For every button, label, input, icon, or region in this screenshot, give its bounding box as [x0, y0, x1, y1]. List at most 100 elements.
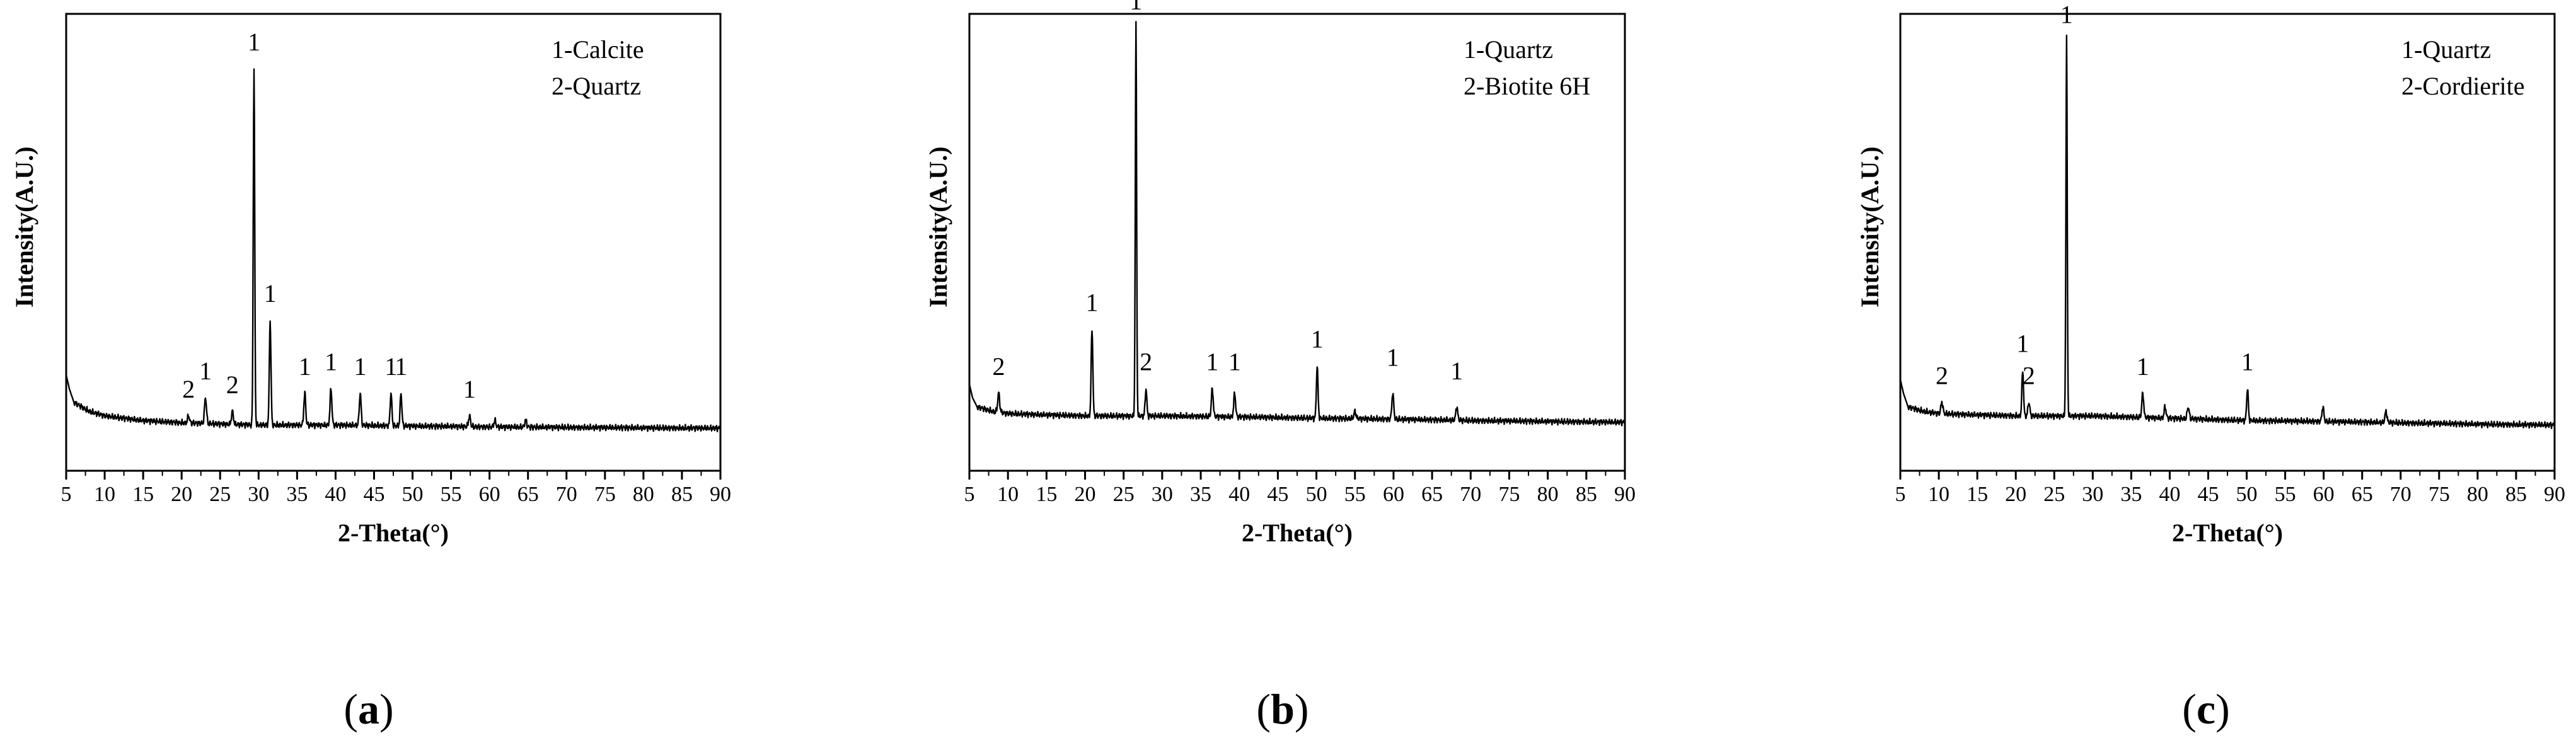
peak-annotation: 2 [2023, 361, 2035, 389]
x-tick-label: 30 [1152, 483, 1173, 506]
x-axis-title: 2-Theta(°) [2172, 519, 2283, 547]
x-tick-label: 50 [2236, 483, 2258, 506]
peak-annotation: 1 [384, 352, 397, 381]
spectrum-line [65, 68, 722, 432]
x-tick-label: 30 [2082, 483, 2103, 506]
x-tick-label: 35 [1190, 483, 1211, 506]
xrd-panel-c: 5 10 15 20 25 30 35 40 45 50 55 60 65 70 75 80 85 90 2-The… [1856, 1, 2565, 734]
x-tick-label: 40 [1228, 483, 1250, 506]
peak-annotation: 1 [1311, 325, 1324, 353]
panel-label: (a) [344, 685, 393, 733]
peak-annotation: 2 [1936, 361, 1948, 389]
x-tick-label: 10 [997, 483, 1019, 506]
y-axis-title: Intensity(A.U.) [924, 146, 952, 308]
x-tick-label: 80 [2467, 483, 2488, 506]
x-tick-label: 75 [594, 483, 616, 506]
peak-annotation: 1 [354, 352, 366, 381]
peak-annotation: 1 [1228, 348, 1241, 376]
x-tick-label: 75 [1498, 483, 1520, 506]
legend-entry: 1-Calcite [552, 35, 644, 64]
x-tick-label: 5 [61, 483, 72, 506]
x-tick-label: 50 [1306, 483, 1327, 506]
x-tick-label: 25 [209, 483, 231, 506]
x-tick-label: 15 [1967, 483, 1988, 506]
peak-annotation: 1 [248, 28, 260, 56]
peak-annotation: 1 [199, 357, 212, 385]
x-tick-label: 70 [556, 483, 577, 506]
peak-annotation: 1 [395, 352, 407, 381]
peak-annotation: 1 [2137, 352, 2149, 381]
x-tick-label: 45 [363, 483, 384, 506]
x-tick-label: 50 [402, 483, 424, 506]
x-tick-label: 5 [964, 483, 975, 506]
x-tick-label: 55 [2275, 483, 2296, 506]
legend-entry: 2-Biotite 6H [1464, 72, 1590, 100]
x-tick-label: 85 [1576, 483, 1597, 506]
peak-annotation: 1 [2060, 1, 2073, 29]
peak-annotation: 1 [1086, 288, 1099, 316]
x-tick-label: 80 [633, 483, 654, 506]
x-tick-label: 25 [2043, 483, 2065, 506]
panel-label: (b) [1256, 685, 1308, 733]
peak-annotation: 1 [2016, 330, 2029, 358]
peak-annotation: 1 [264, 279, 277, 308]
x-tick-label: 75 [2429, 483, 2450, 506]
peak-annotation: 1 [325, 348, 337, 376]
y-axis-title: Intensity(A.U.) [1856, 146, 1884, 308]
x-tick-label: 60 [1383, 483, 1404, 506]
x-tick-label: 85 [671, 483, 693, 506]
x-tick-label: 45 [1267, 483, 1288, 506]
xrd-panel-b: 5 10 15 20 25 30 35 40 45 50 55 60 65 70 75 80 85 90 2-The… [924, 0, 1636, 733]
x-tick-label: 80 [1537, 483, 1559, 506]
x-tick-label: 20 [2005, 483, 2026, 506]
peak-annotation: 1 [1450, 357, 1463, 385]
x-tick-label: 55 [1344, 483, 1366, 506]
peak-annotation: 1 [2241, 348, 2254, 376]
spectrum-line [968, 21, 1626, 427]
x-tick-label: 5 [1895, 483, 1906, 506]
x-tick-label: 90 [1614, 483, 1636, 506]
peak-annotation: 2 [226, 371, 239, 399]
x-tick-label: 35 [286, 483, 308, 506]
legend-entry: 1-Quartz [2401, 35, 2491, 64]
peak-annotation: 2 [992, 352, 1005, 381]
xrd-panel-a: 5 10 15 20 25 30 35 40 45 50 55 60 65 70 75 80 85 90 2-The… [10, 13, 731, 733]
x-axis-title: 2-Theta(°) [338, 519, 449, 547]
x-tick-label: 85 [2505, 483, 2527, 506]
x-tick-label: 90 [2544, 483, 2565, 506]
panel-label: (c) [2182, 685, 2230, 733]
y-axis-title: Intensity(A.U.) [10, 146, 38, 308]
peak-annotation: 2 [1140, 348, 1152, 376]
x-tick-label: 15 [1036, 483, 1057, 506]
legend-entry: 2-Quartz [552, 72, 641, 100]
x-tick-label: 65 [1421, 483, 1443, 506]
x-tick-label: 40 [325, 483, 346, 506]
x-tick-label: 65 [2352, 483, 2373, 506]
legend-entry: 2-Cordierite [2401, 72, 2525, 100]
x-tick-label: 70 [1460, 483, 1481, 506]
x-tick-label: 10 [1928, 483, 1949, 506]
peak-annotation: 1 [463, 375, 476, 403]
x-tick-label: 40 [2159, 483, 2180, 506]
x-tick-label: 70 [2390, 483, 2411, 506]
peak-annotation: 1 [299, 352, 311, 381]
x-tick-label: 55 [441, 483, 462, 506]
x-tick-label: 25 [1113, 483, 1135, 506]
x-tick-label: 60 [479, 483, 500, 506]
x-tick-label: 65 [517, 483, 539, 506]
peak-annotation: 2 [182, 375, 195, 403]
x-tick-label: 45 [2197, 483, 2219, 506]
x-tick-label: 35 [2120, 483, 2142, 506]
x-tick-label: 30 [248, 483, 269, 506]
x-tick-label: 20 [1075, 483, 1096, 506]
x-tick-label: 20 [171, 483, 192, 506]
x-axis-title: 2-Theta(°) [1242, 519, 1353, 547]
x-tick-label: 10 [94, 483, 115, 506]
legend-entry: 1-Quartz [1464, 35, 1553, 64]
peak-annotation: 1 [1387, 343, 1399, 371]
peak-annotation: 1 [1206, 348, 1218, 376]
x-tick-label: 60 [2313, 483, 2335, 506]
x-tick-label: 90 [710, 483, 731, 506]
spectrum-line [1899, 34, 2556, 429]
